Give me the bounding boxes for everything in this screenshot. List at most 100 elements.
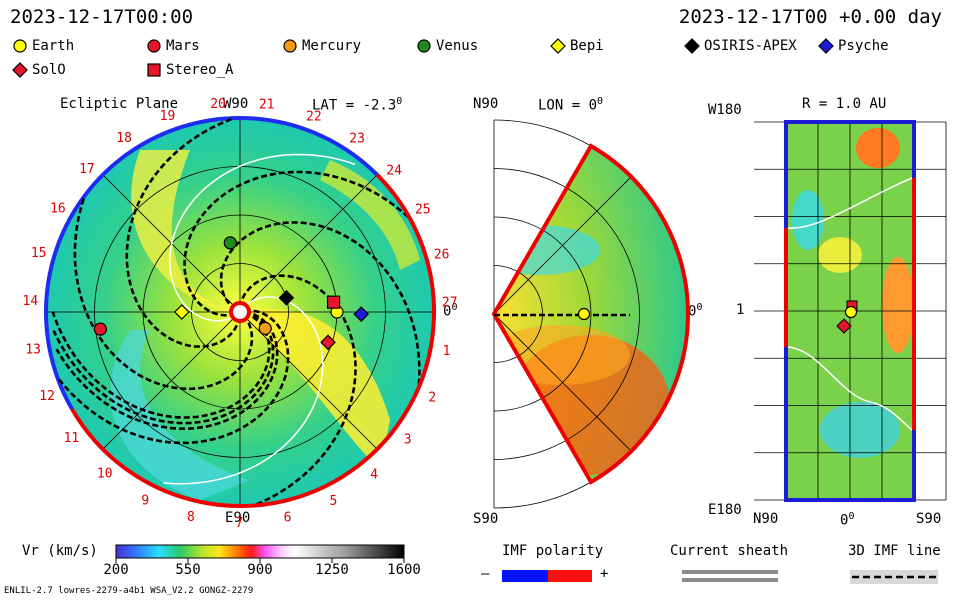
imf-spiral-line bbox=[183, 170, 409, 317]
legend-label: Psyche bbox=[838, 38, 889, 54]
imf-polarity-bar bbox=[502, 570, 592, 582]
ecliptic-rim bbox=[44, 116, 379, 410]
body-mercury bbox=[258, 321, 272, 335]
imf-plus-label: + bbox=[600, 566, 609, 582]
colorbar-gradient bbox=[115, 544, 405, 559]
ecliptic-right-label: 00 bbox=[443, 302, 458, 320]
legend-label: SolO bbox=[32, 62, 66, 78]
radial-hot-right bbox=[882, 257, 914, 353]
legend-item-venus: Venus bbox=[416, 38, 478, 54]
legend-item-psyche: Psyche bbox=[818, 38, 889, 54]
imf-polarity-label: IMF polarity bbox=[502, 543, 604, 559]
ecliptic-title: Ecliptic Plane bbox=[60, 96, 179, 112]
legend-item-mercury: Mercury bbox=[282, 38, 361, 54]
carrington-label: 1 bbox=[443, 344, 451, 359]
imf-spiral-line bbox=[125, 117, 241, 348]
carrington-label: 4 bbox=[370, 468, 378, 483]
ecliptic-rim-red bbox=[70, 173, 436, 508]
meridional-panel bbox=[491, 119, 690, 509]
imf-spiral-line bbox=[73, 198, 254, 391]
colorbar-ticks bbox=[115, 558, 405, 563]
radial-yellow-mid bbox=[818, 237, 862, 273]
carrington-label: 9 bbox=[141, 493, 149, 508]
colorbar-tick-label: 550 bbox=[175, 562, 201, 578]
radial-solo bbox=[836, 318, 852, 334]
ecliptic-top-label: W90 bbox=[223, 96, 249, 112]
imf-spiral-line bbox=[58, 309, 290, 445]
body-stereo-a bbox=[326, 295, 341, 309]
imf-line-swatch bbox=[850, 570, 938, 584]
hcs-line bbox=[163, 296, 324, 485]
legend-marker-mercury-icon bbox=[283, 39, 297, 53]
carrington-label: 15 bbox=[31, 246, 47, 261]
radial-mid-label: 1 bbox=[736, 302, 745, 318]
colorbar bbox=[115, 544, 405, 563]
carrington-label: 5 bbox=[329, 494, 337, 509]
ecliptic-panel: 20 21222324252627123456789101112131415161… bbox=[23, 97, 458, 531]
carrington-label: 6 bbox=[284, 511, 292, 526]
carrington-label: 25 bbox=[415, 203, 431, 218]
legend-marker-mars-icon bbox=[147, 39, 161, 53]
carrington-label: 7 bbox=[235, 516, 243, 531]
ecliptic-lat-label: LAT = -2.30 bbox=[312, 96, 403, 114]
meridional-right-label: 00 bbox=[688, 302, 703, 320]
radial-hot-top bbox=[856, 128, 900, 168]
header-right-time: 2023-12-17T00 +0.00 day bbox=[678, 6, 942, 28]
radial-x-right: S90 bbox=[916, 511, 942, 527]
hcs-line bbox=[169, 153, 356, 322]
radial-cool-left bbox=[792, 190, 824, 250]
carrington-label: 10 bbox=[97, 467, 113, 482]
legend-marker-osiris-apex-icon bbox=[684, 38, 700, 54]
colorbar-label: Vr (km/s) bbox=[22, 543, 98, 559]
body-bepi bbox=[173, 304, 190, 320]
carrington-label: 12 bbox=[39, 389, 55, 404]
carrington-label: 3 bbox=[404, 432, 412, 447]
legend-label: Stereo_A bbox=[166, 62, 234, 78]
meridional-earth bbox=[577, 307, 591, 321]
legend-marker-psyche-icon bbox=[818, 38, 834, 54]
radial-top-label: W180 bbox=[708, 102, 742, 118]
imf-positive bbox=[548, 570, 592, 582]
legend-item-mars: Mars bbox=[146, 38, 200, 54]
header-left-time: 2023-12-17T00:00 bbox=[10, 6, 194, 28]
legend-marker-earth-icon bbox=[13, 39, 27, 53]
body-solo bbox=[320, 334, 336, 351]
carrington-label: 14 bbox=[23, 294, 39, 309]
radial-cool-bottom bbox=[820, 402, 900, 458]
imf-spiral-line bbox=[219, 221, 421, 385]
radial-hcs-bottom bbox=[787, 346, 913, 431]
meridional-bottom-label: S90 bbox=[473, 511, 499, 527]
legend-label: OSIRIS-APEX bbox=[704, 38, 797, 54]
colorbar-tick-label: 1250 bbox=[315, 562, 349, 578]
legend-item-earth: Earth bbox=[12, 38, 74, 54]
colorbar-tick-label: 200 bbox=[103, 562, 129, 578]
body-mars bbox=[93, 322, 107, 336]
ecliptic-bodies bbox=[93, 236, 370, 351]
carrington-label: 17 bbox=[79, 162, 95, 177]
legend-label: Venus bbox=[436, 38, 479, 54]
carrington-label: 27 bbox=[442, 295, 458, 310]
carrington-label: 8 bbox=[187, 510, 195, 525]
imf-negative bbox=[502, 570, 548, 582]
meridional-top-label: N90 bbox=[473, 96, 499, 112]
footer-model-info: ENLIL-2.7 lowres-2279-a4b1 WSA_V2.2 GONG… bbox=[4, 586, 254, 596]
legend-marker-bepi-icon bbox=[550, 38, 566, 54]
imf-minus-label: – bbox=[481, 566, 490, 582]
carrington-label: 24 bbox=[386, 163, 402, 178]
carrington-label: 26 bbox=[434, 247, 450, 262]
current-sheath-swatch bbox=[682, 570, 778, 582]
carrington-label: 18 bbox=[116, 131, 132, 146]
carrington-label: 21 bbox=[259, 98, 275, 113]
imf-line-label: 3D IMF line bbox=[848, 543, 941, 559]
body-osiris-apex bbox=[278, 289, 295, 306]
imf-spiral-line bbox=[51, 311, 271, 419]
carrington-label: 20 bbox=[210, 97, 226, 112]
colorbar-tick-label: 900 bbox=[247, 562, 273, 578]
carrington-label: 22 bbox=[306, 109, 322, 124]
carrington-label: 19 bbox=[160, 109, 176, 124]
meridional-lon-label: LON = 00 bbox=[538, 96, 604, 114]
legend-marker-solo-icon bbox=[12, 62, 28, 78]
radial-x-left: N90 bbox=[753, 511, 779, 527]
meridional-mid-stream bbox=[494, 325, 630, 385]
